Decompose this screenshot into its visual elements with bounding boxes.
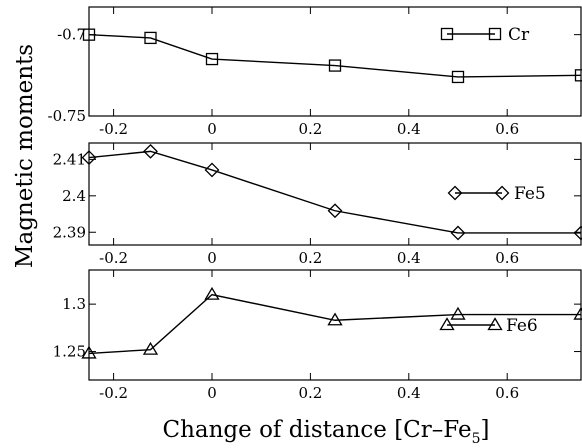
plot-frame — [88, 269, 582, 381]
plot-frame — [88, 6, 582, 117]
legend-label: Fe5 — [514, 184, 546, 204]
series-line-fe6 — [88, 293, 581, 355]
data-point — [205, 52, 219, 66]
legend: Cr — [440, 25, 530, 45]
x-tick-label: 0.4 — [397, 120, 421, 138]
x-tick-label: 0.6 — [495, 384, 519, 402]
x-tick-label: 0 — [207, 384, 217, 402]
chart-panel-2: -0.2 0 0.2 0.4 0.6 2.41 2.4 2.39 Fe5 — [53, 142, 582, 267]
y-tick-label: 2.41 — [53, 150, 86, 168]
data-point — [142, 341, 159, 355]
data-point — [451, 70, 465, 84]
data-point — [81, 150, 97, 165]
data-point — [328, 59, 342, 72]
legend-marker — [488, 27, 502, 41]
data-point — [327, 312, 343, 326]
data-point — [450, 225, 466, 241]
x-tick-label: 0.2 — [298, 384, 322, 402]
x-tick-label: -0.2 — [99, 384, 128, 402]
y-tick-label: -0.75 — [48, 107, 86, 125]
data-point — [143, 143, 158, 159]
legend-marker — [447, 185, 463, 201]
plot-frame — [88, 142, 582, 246]
x-tick-label: 0 — [207, 249, 217, 267]
x-axis-title-subscript: 5 — [472, 431, 481, 447]
data-point — [81, 345, 97, 359]
legend-marker — [440, 27, 454, 41]
legend-label: Cr — [508, 25, 530, 45]
data-point — [82, 28, 96, 41]
x-axis-title-close: ] — [481, 417, 490, 443]
x-tick-label: -0.2 — [99, 120, 128, 138]
data-point — [574, 69, 582, 82]
y-tick-label: 2.39 — [53, 223, 86, 241]
data-point — [144, 31, 157, 45]
x-tick-label: 0.6 — [495, 120, 519, 138]
legend: Fe6 — [439, 316, 538, 336]
x-tick-label: 0.6 — [495, 249, 519, 267]
x-tick-label: 0.2 — [298, 120, 322, 138]
x-axis-title: Change of distance [Cr–Fe5] — [163, 417, 490, 447]
legend: Fe5 — [447, 184, 546, 204]
x-tick-label: -0.2 — [99, 249, 128, 267]
y-tick-label: 1.3 — [62, 295, 86, 313]
y-axis-title: Magnetic moments — [12, 44, 38, 268]
x-tick-label: 0.4 — [397, 249, 421, 267]
legend-marker — [439, 317, 455, 331]
chart-panel-3: -0.2 0 0.2 0.4 0.6 1.3 1.25 Fe6 — [53, 269, 582, 402]
chart-panels: -0.2 0 0.2 0.4 0.6 -0.7 -0.75 Cr -0.2 0 0.2 0.4 0.6 2… — [48, 6, 582, 402]
legend-marker — [494, 185, 510, 201]
data-point — [327, 203, 343, 219]
x-tick-label: 0 — [207, 120, 217, 138]
y-tick-label: -0.7 — [57, 26, 86, 44]
y-tick-label: 1.25 — [53, 343, 86, 361]
data-point — [204, 286, 220, 300]
data-point — [450, 306, 466, 320]
x-tick-label: 0.2 — [298, 249, 322, 267]
data-point — [204, 162, 220, 178]
series-line-fe5 — [88, 150, 581, 234]
legend-label: Fe6 — [506, 316, 538, 336]
y-tick-label: 2.4 — [62, 187, 86, 205]
series-line-cr — [88, 33, 582, 78]
data-point — [573, 225, 582, 241]
data-point — [573, 306, 582, 320]
x-axis-title-main: Change of distance [Cr–Fe — [163, 417, 472, 443]
x-tick-label: 0.4 — [397, 384, 421, 402]
legend-marker — [487, 317, 503, 331]
chart-panel-1: -0.2 0 0.2 0.4 0.6 -0.7 -0.75 Cr — [48, 6, 582, 138]
